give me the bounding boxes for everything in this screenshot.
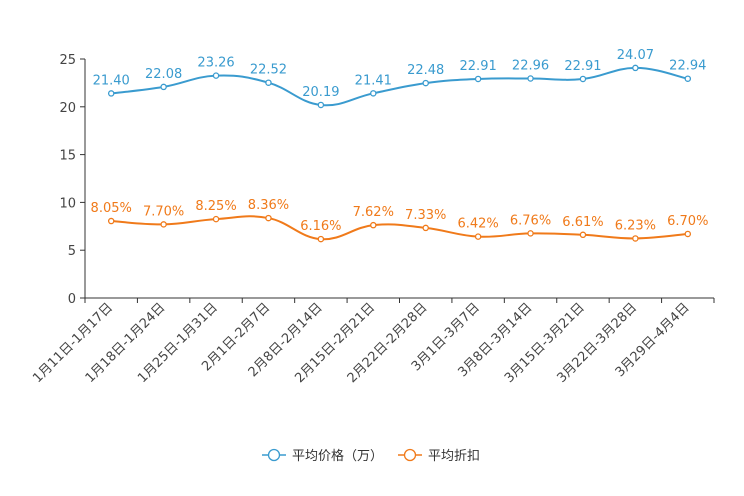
series-line-2 xyxy=(111,215,688,241)
data-point xyxy=(527,75,534,82)
data-point xyxy=(684,75,692,82)
data-label: 6.23% xyxy=(615,218,656,233)
data-point xyxy=(474,233,482,240)
data-point xyxy=(317,101,325,109)
data-label: 6.61% xyxy=(562,215,603,230)
data-label: 8.36% xyxy=(248,198,289,213)
data-label: 22.96 xyxy=(512,59,549,74)
data-point xyxy=(212,72,220,79)
data-point xyxy=(370,221,377,229)
y-tick-label: 20 xyxy=(59,101,76,116)
data-label: 22.94 xyxy=(669,59,706,74)
data-label: 6.16% xyxy=(300,219,341,234)
data-label: 6.42% xyxy=(457,217,498,232)
data-point xyxy=(212,215,220,223)
y-tick-label: 15 xyxy=(59,149,76,164)
data-labels: 21.40 22.08 23.26 22.52 20.19 21.41 22.48 22.91… xyxy=(91,48,709,234)
data-point xyxy=(632,235,639,242)
data-point xyxy=(160,83,167,91)
data-point xyxy=(527,230,534,237)
data-point xyxy=(370,90,377,97)
legend-item-2: 平均折扣 xyxy=(398,448,480,464)
data-point xyxy=(265,79,272,86)
data-label: 7.70% xyxy=(143,204,184,219)
legend-item-1: 平均价格（万） xyxy=(262,448,383,464)
legend-marker-icon xyxy=(403,448,417,462)
data-point xyxy=(107,217,115,225)
data-label: 20.19 xyxy=(302,85,339,100)
legend-label: 平均折扣 xyxy=(428,449,480,464)
data-label: 21.40 xyxy=(93,73,130,88)
data-label: 22.52 xyxy=(250,63,287,78)
data-label: 22.91 xyxy=(460,59,497,74)
data-point xyxy=(579,75,587,83)
legend-marker-icon xyxy=(267,448,281,462)
data-point xyxy=(474,75,482,83)
data-point xyxy=(684,230,692,238)
data-point xyxy=(579,231,587,239)
series-layer xyxy=(107,64,692,243)
data-label: 7.62% xyxy=(353,205,394,220)
y-tick-label: 10 xyxy=(59,196,76,211)
data-label: 22.08 xyxy=(145,67,182,82)
data-label: 7.33% xyxy=(405,208,446,223)
data-label: 6.70% xyxy=(667,214,708,229)
data-point xyxy=(265,214,272,222)
series-line-1 xyxy=(111,66,689,107)
data-point xyxy=(107,90,115,97)
data-label: 6.76% xyxy=(510,213,551,228)
data-point xyxy=(422,79,429,87)
data-label: 21.41 xyxy=(355,73,392,88)
legend-label: 平均价格（万） xyxy=(292,448,383,464)
data-label: 22.91 xyxy=(564,59,601,74)
data-point xyxy=(632,64,639,72)
data-label: 22.48 xyxy=(407,63,444,78)
legend: 平均价格（万） 平均折扣 xyxy=(262,448,480,464)
y-tick-label: 0 xyxy=(68,292,76,307)
data-label: 8.05% xyxy=(91,201,132,216)
data-point xyxy=(160,221,167,228)
data-label: 23.26 xyxy=(197,56,234,71)
data-point xyxy=(422,224,429,232)
y-tick-label: 25 xyxy=(59,53,76,68)
data-label: 24.07 xyxy=(617,48,654,63)
data-label: 8.25% xyxy=(195,199,236,214)
y-tick-label: 5 xyxy=(68,244,76,259)
data-point xyxy=(317,235,325,243)
